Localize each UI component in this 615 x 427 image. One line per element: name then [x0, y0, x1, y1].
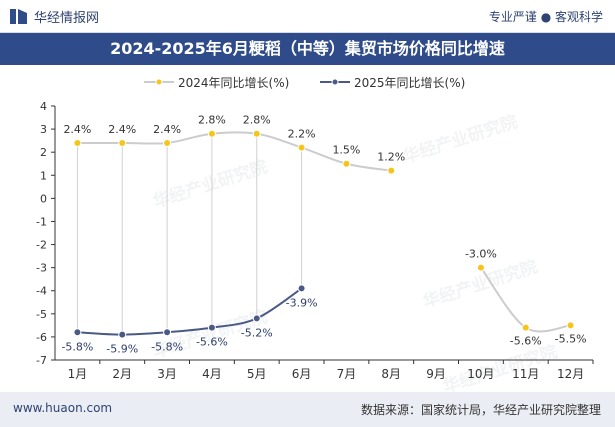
- series-2025-data-label: -3.9%: [286, 296, 318, 309]
- series-2024-point: [207, 129, 216, 138]
- series-2024-data-label: 1.5%: [332, 144, 360, 157]
- series-2024-data-label: 2.8%: [198, 114, 226, 127]
- y-tick-label: 2: [40, 146, 47, 159]
- series-2024-point: [387, 166, 396, 175]
- brand-name: 华经情报网: [34, 11, 100, 26]
- series-2024-point: [118, 138, 127, 147]
- series-2024-point: [521, 323, 530, 332]
- series-2024-point: [252, 129, 261, 138]
- legend-label-2024: 2024年同比增长(%): [178, 76, 290, 90]
- slogan: 专业严谨 ● 客观科学: [488, 10, 603, 24]
- y-tick-label: -6: [36, 331, 47, 344]
- series-2025-point: [73, 328, 82, 337]
- x-tick-label: 11月: [512, 367, 539, 381]
- series-2025-point: [207, 323, 216, 332]
- x-tick-label: 5月: [247, 367, 267, 381]
- series-2024-data-label: 2.4%: [63, 123, 91, 136]
- title-bar: 2024-2025年6月粳稻（中等）集贸市场价格同比增速: [0, 33, 615, 65]
- y-tick-label: 4: [40, 100, 47, 113]
- series-2024-data-label: -5.6%: [510, 335, 542, 348]
- legend: 2024年同比增长(%) 2025年同比增长(%): [0, 73, 615, 91]
- series-2024-line: [480, 267, 571, 333]
- y-tick-label: 0: [40, 192, 47, 205]
- x-tick-label: 3月: [157, 367, 177, 381]
- legend-marker-2024: [144, 78, 174, 86]
- y-tick-label: -4: [36, 285, 47, 298]
- series-2025-point: [297, 284, 306, 293]
- series-2025-point: [118, 330, 127, 339]
- series-2024-point: [476, 263, 485, 272]
- series-2025-point: [163, 328, 172, 337]
- series-2024-point: [297, 143, 306, 152]
- series-2024-point: [342, 159, 351, 168]
- series-2024-data-label: -3.0%: [465, 248, 497, 261]
- x-tick-label: 2月: [112, 367, 132, 381]
- logo-icon: [10, 9, 27, 24]
- chart-title: 2024-2025年6月粳稻（中等）集贸市场价格同比增速: [110, 39, 505, 58]
- x-tick-label: 4月: [202, 367, 222, 381]
- x-tick-label: 7月: [337, 367, 357, 381]
- line-chart: 4 3 2 1 0 -1 -2 -3 -4 -5 -6 -7 1月 2月 3月 4月 5月 6月 7月 8月 9月 10月…: [36, 100, 594, 381]
- x-tick-label: 6月: [292, 367, 312, 381]
- y-tick-label: -5: [36, 308, 47, 321]
- data-source: 数据来源：国家统计局，华经产业研究院整理: [360, 403, 601, 417]
- x-tick-label: 12月: [557, 367, 584, 381]
- y-tick-label: -1: [36, 215, 47, 228]
- legend-marker-2025: [320, 78, 350, 86]
- series-2024-point: [73, 138, 82, 147]
- series-2025-data-label: -5.9%: [106, 343, 138, 356]
- series-2024-data-label: 1.2%: [377, 151, 405, 164]
- series-2025-point: [252, 314, 261, 323]
- series-2024-data-label: -5.5%: [555, 332, 587, 345]
- series-2025-data-label: -5.6%: [196, 336, 228, 349]
- y-tick-label: 3: [40, 123, 47, 136]
- series-2025-data-label: -5.2%: [241, 326, 273, 339]
- series-2024-data-label: 2.4%: [108, 123, 136, 136]
- series-2024-point: [566, 321, 575, 330]
- y-tick-label: -3: [36, 262, 47, 275]
- series-2025-data-label: -5.8%: [151, 340, 183, 353]
- y-tick-label: -7: [36, 354, 47, 367]
- top-bar: 华经情报网 专业严谨 ● 客观科学: [0, 0, 615, 33]
- x-tick-label: 1月: [68, 367, 88, 381]
- series-2024-data-label: 2.8%: [243, 114, 271, 127]
- y-tick-label: 1: [40, 169, 47, 182]
- footer: www.huaon.com 数据来源：国家统计局，华经产业研究院整理: [0, 392, 615, 427]
- site-url: www.huaon.com: [13, 401, 113, 415]
- x-tick-label: 8月: [381, 367, 401, 381]
- series-2024-data-label: 2.4%: [153, 123, 181, 136]
- series-2025-data-label: -5.8%: [61, 340, 93, 353]
- legend-label-2025: 2025年同比增长(%): [354, 76, 466, 90]
- series-2024-data-label: 2.2%: [288, 128, 316, 141]
- x-tick-label: 9月: [426, 367, 446, 381]
- x-tick-label: 10月: [467, 367, 494, 381]
- series-2024-point: [163, 138, 172, 147]
- y-tick-label: -2: [36, 239, 47, 252]
